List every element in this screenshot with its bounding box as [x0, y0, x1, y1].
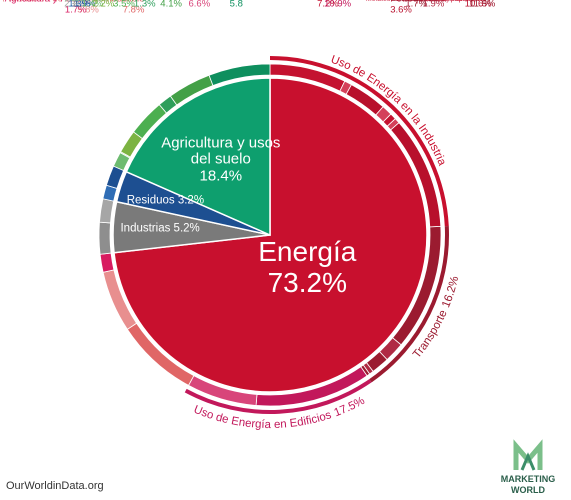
- segment-value: 3.5%: [113, 0, 135, 10]
- segment-label: Quema de Cultivos3.5%: [54, 0, 135, 10]
- segment-label: Energía en Agricultura y Pesca1.7%: [0, 0, 87, 16]
- segment-label: Maquinaria 0.5%: [426, 0, 479, 4]
- segment-value: 5.8%: [77, 4, 99, 16]
- segment-label: Edificios Residenciales10.9%: [324, 0, 421, 10]
- segment-label: Cemento3%: [45, 0, 84, 10]
- segment-name: Maquinaria: [426, 0, 461, 3]
- segment-name: Metales no ferrosos: [366, 0, 427, 3]
- segment-value: 2.2%: [92, 0, 115, 10]
- group-value: 16.2%: [440, 275, 461, 309]
- segment-name: Oleoductos: [391, 0, 426, 3]
- logo-mark: [513, 439, 543, 470]
- segment-value: 0.5%: [463, 0, 479, 3]
- segment-value: 0.3%: [428, 0, 444, 3]
- segment-value: 0.1%: [91, 0, 107, 3]
- ring-segment: [99, 198, 115, 224]
- segment-label: Tierra de Cultivo1.4%: [34, 0, 104, 10]
- segment-value: 10.9%: [324, 0, 352, 10]
- segment-label: Ganadería y Estiércol5.8: [191, 0, 282, 10]
- segment-label: Pasta de papel 0.6%: [421, 0, 486, 4]
- segment-name: Emisiones de la Producción de Energía: [2, 0, 99, 5]
- segment-label: Comercial6.6%: [167, 0, 211, 10]
- segment-name: Alimentos y Tabaco: [414, 0, 475, 3]
- segment-value: 1.9%: [73, 0, 96, 10]
- segment-value: 6.6%: [188, 0, 211, 10]
- segment-value: 0.7%: [429, 0, 445, 3]
- segment-name: Energía en Agricultura y Pesca: [5, 0, 87, 5]
- pie-label-value: 18.4%: [199, 166, 243, 184]
- ring-segment: [99, 252, 115, 273]
- segment-label: Hierro y Acero7.2%: [317, 0, 377, 10]
- segment-name: Trenes: [394, 0, 416, 3]
- group-arc: [369, 226, 450, 383]
- segment-label: Química y Petroquímica3.6%: [390, 0, 490, 16]
- segment-label: Alimentos y Tabaco 1%: [414, 0, 487, 4]
- segment-value: 1.7%: [64, 4, 87, 16]
- segment-name: Pradera: [64, 0, 89, 3]
- logo-mark: [520, 452, 536, 471]
- pie-label: Residuos 3.2%: [127, 195, 204, 208]
- logo-icon: MARKETING WORLD: [501, 439, 556, 495]
- logo-text: WORLD: [511, 485, 545, 495]
- ring-segment: [208, 63, 271, 87]
- segment-label: Pradera 0.1%: [64, 0, 107, 4]
- pie-label: Agricultura y usos del suelo 18.4%: [161, 133, 281, 185]
- segment-value: 1.4%: [81, 0, 104, 10]
- segment-value: 4.1%: [160, 0, 182, 10]
- segment-label: Aguas Residuales1.3%: [13, 0, 90, 10]
- segment-value: 10.6%: [464, 0, 492, 10]
- segment-label: Transporte Carreteras11.9%: [469, 0, 562, 10]
- source: OurWorldinData.org: [6, 480, 104, 492]
- segment-label: Químicos2.2%: [46, 0, 86, 10]
- pie-label-name: Industrias: [120, 223, 171, 236]
- pie-label-value: 73.2%: [267, 267, 347, 299]
- segment-label: Combustión de Combustible7.8%: [44, 0, 145, 16]
- group-arc: [184, 379, 372, 414]
- segment-label: Suelos Agrícolas4.1%: [111, 0, 182, 10]
- segment-value: 1.3%: [133, 0, 156, 10]
- segment-value: 1.7%: [405, 0, 428, 10]
- pie-label: Energía 73.2%: [237, 236, 377, 300]
- segment-label: Envíos1.7%: [405, 0, 434, 10]
- segment-label: Trenes 0.4%: [394, 0, 433, 4]
- segment-value: 0.6%: [470, 0, 486, 3]
- segment-value: 1.3%: [68, 0, 90, 10]
- segment-value: 7.2%: [317, 0, 339, 10]
- pie-label-name: Residuos: [126, 194, 175, 207]
- segment-value: 1%: [476, 0, 486, 3]
- segment-name: Combustión de Combustible: [80, 0, 145, 5]
- segment-value: 11.9%: [469, 0, 496, 10]
- ring-segment: [98, 221, 112, 255]
- segment-label: Emisiones de la Producción de Energía5.8…: [0, 0, 99, 16]
- segment-name: Pasta de papel: [421, 0, 468, 3]
- segment-label: Otras Industrias10.6%: [465, 0, 532, 10]
- segment-name: Química y Petroquímica: [390, 0, 446, 5]
- segment-label: Vertederos1.9%: [50, 0, 96, 10]
- pie-label-value: 5.2%: [173, 223, 200, 236]
- segment-label: Cultivo de Arroz1.3%: [88, 0, 156, 10]
- segment-value: 3.6%: [390, 4, 412, 16]
- pie-label-value: 3.2%: [177, 194, 205, 207]
- segment-value: 7.8%: [122, 4, 145, 16]
- pie-label: Industrias 5.2%: [120, 223, 199, 236]
- logo-text: MARKETING: [501, 474, 556, 484]
- segment-value: 1.9%: [422, 0, 445, 10]
- segment-label: Metales no ferrosos 0.7%: [366, 0, 445, 4]
- pie-label-name: Agricultura y usos del suelo: [161, 133, 281, 168]
- segment-label: Deforestación2.2%: [56, 0, 115, 10]
- pie-wedge: [125, 77, 271, 237]
- segment-label: Oleoductos 0.3%: [391, 0, 444, 4]
- segment-value: 3%: [70, 0, 85, 10]
- segment-label: Aerolíneas1.9%: [423, 0, 468, 10]
- pie-label-name: Energía: [258, 236, 357, 268]
- segment-value: 5.8: [229, 0, 243, 10]
- segment-value: 0.4%: [418, 0, 434, 3]
- segment-value: 2.2%: [64, 0, 86, 10]
